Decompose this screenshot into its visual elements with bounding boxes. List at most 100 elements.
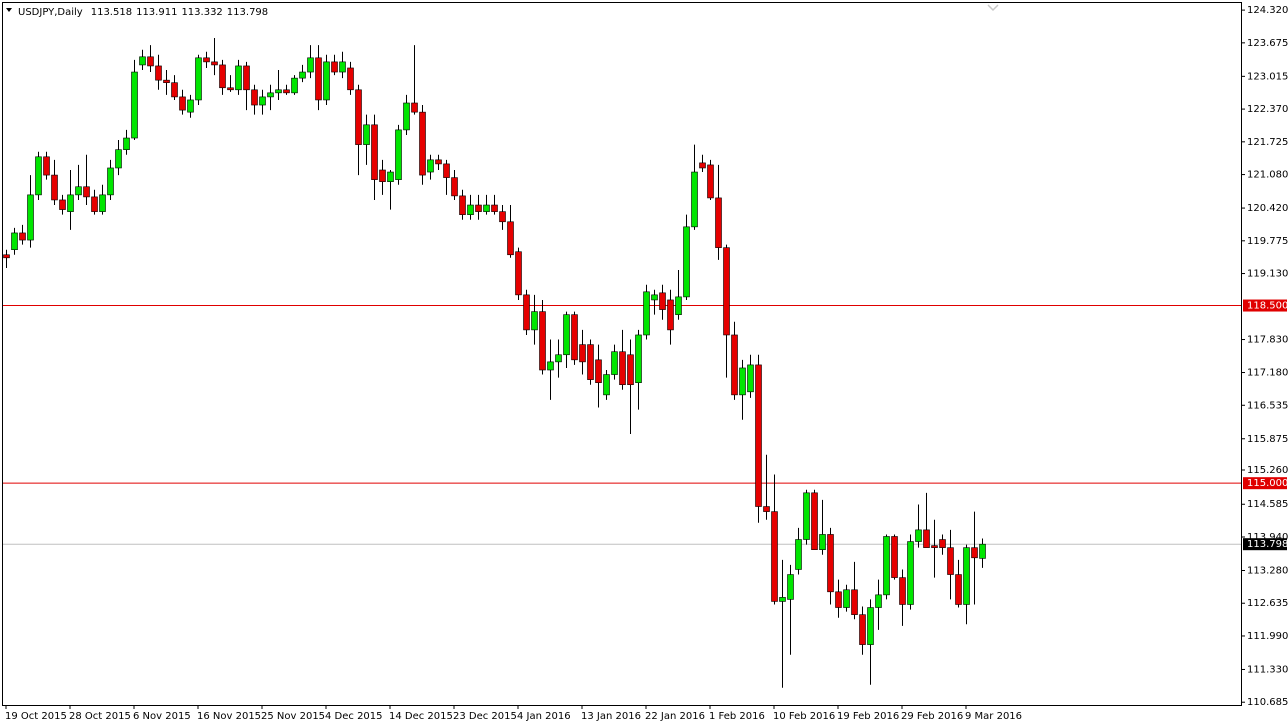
candle-body [43,156,50,176]
candle-body [955,574,962,605]
candle-body [203,57,210,63]
candle-body [523,294,530,331]
y-tick-label: 122.370 [1247,104,1288,115]
candle-body [443,163,450,178]
candle-body [347,67,354,91]
candle-body [691,171,698,228]
candle-body [699,162,706,169]
candle-body [131,71,138,139]
y-tick-label: 124.320 [1247,5,1288,16]
candle-body [171,82,178,98]
candle-body [187,99,194,113]
candle-body [603,374,610,396]
y-tick-label: 115.260 [1247,465,1288,476]
candle-body [19,232,26,241]
x-tick-label: 4 Jan 2016 [517,711,571,722]
candle-body [907,541,914,605]
candle-body [747,364,754,393]
plot-layer [2,38,1241,688]
candle-body [67,194,74,212]
x-tick-label: 28 Oct 2015 [69,711,131,722]
candle-body [731,334,738,396]
candle-body [787,574,794,600]
candle-body [515,251,522,296]
candle-body [827,534,834,593]
y-tick-label: 110.685 [1247,697,1288,708]
candle-body [315,57,322,101]
candle-body [491,204,498,212]
candle-body [251,89,258,106]
candle-body [51,174,58,201]
candle-body [619,351,626,386]
candle-body [307,57,314,73]
y-tick-label: 119.130 [1247,269,1288,280]
candle-body [419,111,426,176]
candle-body [59,199,66,210]
x-tick-label: 23 Dec 2015 [453,711,517,722]
x-tick-label: 14 Dec 2015 [389,711,453,722]
x-tick-label: 16 Nov 2015 [197,711,261,722]
candle-body [355,89,362,145]
candle-body [211,61,218,66]
candle-body [923,529,930,548]
candle-body [595,359,602,383]
x-tick-label: 1 Feb 2016 [709,711,765,722]
chart-title: USDJPY,Daily [18,7,83,18]
candle-body [155,65,162,81]
candle-body [323,61,330,101]
candle-body [939,539,946,548]
header-value: 113.332 [181,7,222,18]
x-tick-label: 10 Feb 2016 [773,711,835,722]
candle-body [459,195,466,215]
x-tick-label: 22 Jan 2016 [645,711,705,722]
y-tick-label: 123.015 [1247,71,1288,82]
candle-body [339,61,346,73]
candle-body [507,221,514,256]
candle-body [531,311,538,331]
menu-arrow[interactable] [6,8,12,12]
candle-body [99,194,106,212]
x-tick-label: 19 Oct 2015 [5,711,67,722]
candle-body [387,171,394,182]
candle-body [587,344,594,380]
candle-body [931,545,938,548]
x-tick-label: 19 Feb 2016 [837,711,899,722]
y-tick-label: 117.830 [1247,335,1288,346]
y-tick-label: 115.875 [1247,434,1288,445]
candle-body [123,137,130,150]
plot-frame [2,2,1242,706]
candle-body [379,169,386,182]
y-tick-label: 114.585 [1247,499,1288,510]
candle-body [331,61,338,73]
header-value: 113.798 [227,7,268,18]
candle-body [195,57,202,101]
current-price-label: 113.798 [1247,539,1288,550]
y-tick-label: 111.990 [1247,631,1288,642]
candle-body [275,89,282,94]
y-tick-label: 116.535 [1247,400,1288,411]
candle-body [771,511,778,602]
candle-body [611,351,618,375]
x-tick-label: 9 Mar 2016 [965,711,1022,722]
candle-body [243,65,250,91]
y-tick-label: 123.675 [1247,38,1288,49]
candle-body [571,314,578,361]
candle-body [179,96,186,111]
level-label: 115.000 [1247,478,1288,489]
candle-body [91,196,98,212]
level-label-box [1243,299,1287,312]
candle-body [963,547,970,605]
candle-body [659,292,666,310]
candle-body [755,364,762,507]
candle-body [395,129,402,180]
candle-body [795,539,802,570]
level-label-box [1243,477,1287,490]
candle-body [219,64,226,89]
candle-body [715,197,722,248]
candle-body [867,607,874,645]
candle-body [11,232,18,250]
y-tick-label: 121.725 [1247,137,1288,148]
y-tick-label: 113.940 [1247,532,1288,543]
